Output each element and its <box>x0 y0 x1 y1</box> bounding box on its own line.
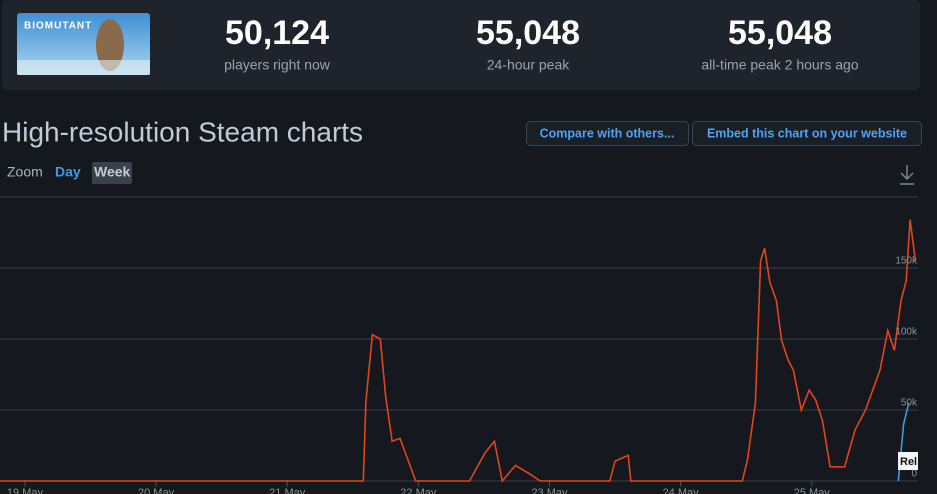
button-frame <box>692 121 922 146</box>
series-line <box>0 219 917 483</box>
download-glyph <box>900 165 914 185</box>
annotation-flag <box>898 452 918 470</box>
y-tick-label: 150k <box>895 256 918 267</box>
download-icon[interactable] <box>900 165 914 185</box>
x-tick-label: 19 May <box>7 487 44 494</box>
button-label: Compare with others... <box>540 126 675 140</box>
page-title: High-resolution Steam charts <box>2 116 363 147</box>
x-tick-label: 25 May <box>794 487 831 494</box>
zoom-selected-bg <box>92 162 132 184</box>
x-tick-label: 21 May <box>269 487 306 494</box>
x-tick-label: 22 May <box>400 487 437 494</box>
logo-text: BIOMUTANT <box>24 21 92 32</box>
x-tick-label: 23 May <box>531 487 568 494</box>
stat-label: all-time peak 2 hours ago <box>701 57 858 73</box>
annotation-label: Rel <box>900 456 917 468</box>
embed-button[interactable]: Embed this chart on your website <box>692 121 922 146</box>
y-tick-label: 100k <box>895 327 918 338</box>
header-panel <box>2 0 920 90</box>
plot: 19 May 20 May 21 May 22 May 23 May 24 May 25 M… <box>0 219 918 494</box>
stat-label: 24-hour peak <box>487 57 571 73</box>
stat-label: players right now <box>224 57 331 73</box>
x-tick-label: 20 May <box>138 487 175 494</box>
y-tick-label: 0 <box>911 469 917 480</box>
stat-value: 55,048 <box>728 14 832 52</box>
logo-cloud <box>17 60 150 75</box>
stat-value: 50,124 <box>225 14 329 52</box>
x-tick-label: 24 May <box>663 487 700 494</box>
button-frame <box>526 121 689 146</box>
button-label: Embed this chart on your website <box>707 126 907 140</box>
zoom-option[interactable]: Day <box>55 164 81 180</box>
zoom-option[interactable]: Week <box>94 164 131 180</box>
game-logo[interactable]: BIOMUTANT <box>17 13 150 75</box>
logo-figure <box>96 19 124 71</box>
zoom-label: Zoom <box>7 164 43 180</box>
stat-value: 55,048 <box>476 14 580 52</box>
compare-button[interactable]: Compare with others... <box>526 121 689 146</box>
y-tick-label: 50k <box>901 398 918 409</box>
